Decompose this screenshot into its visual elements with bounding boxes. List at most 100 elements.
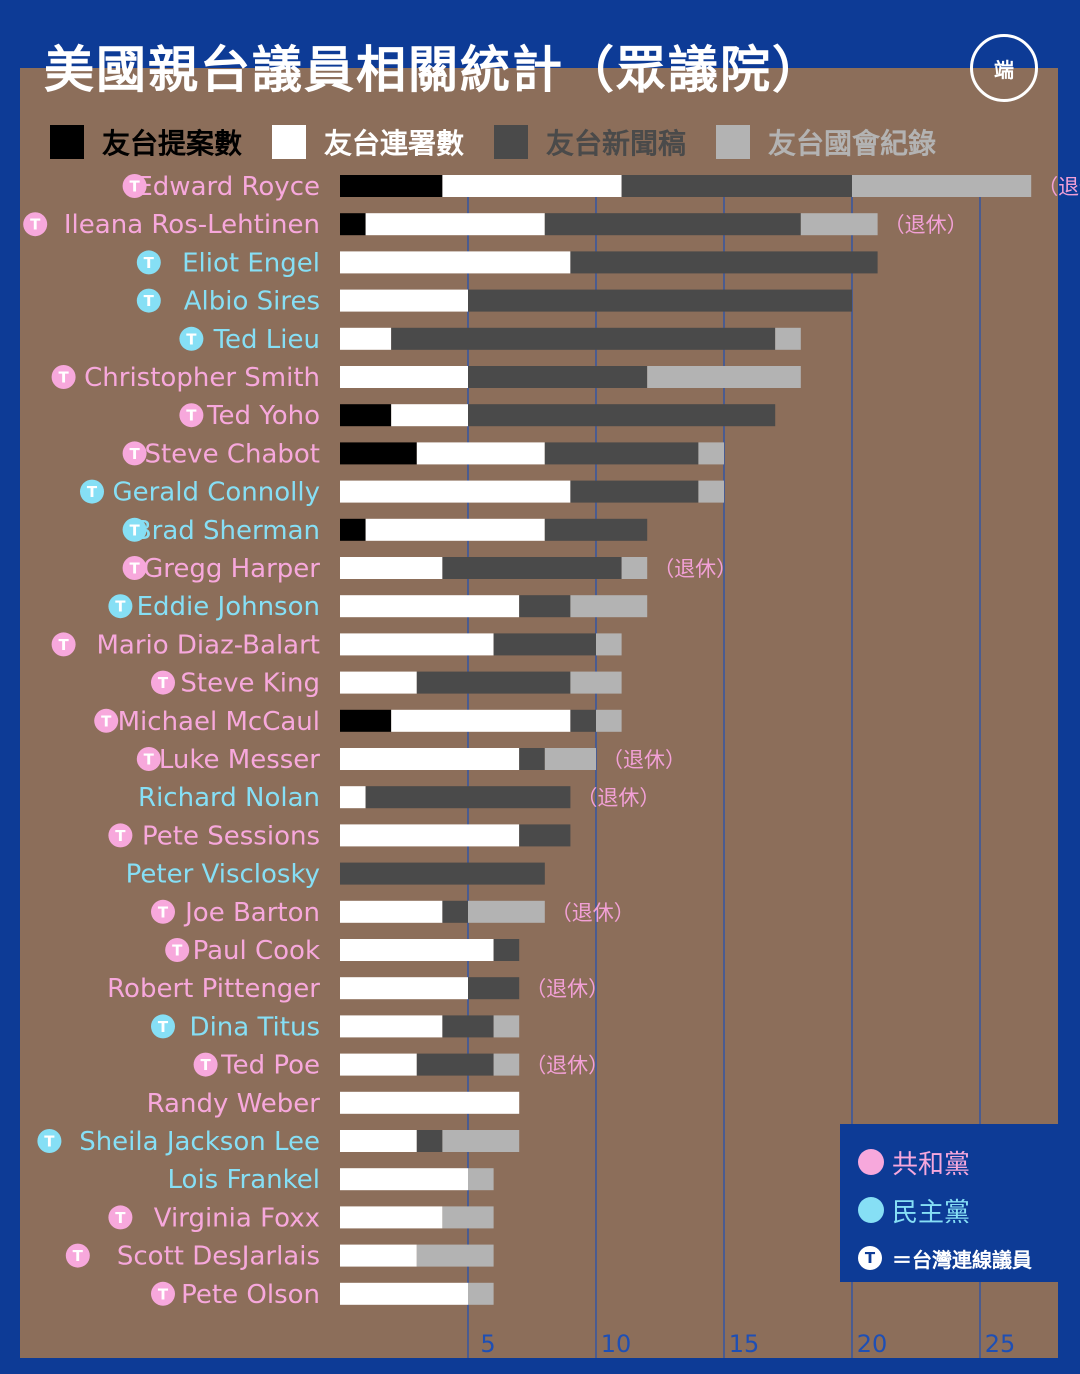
bar-segment-cosponsor	[340, 1015, 443, 1038]
bar-segment-cosponsor	[340, 633, 494, 656]
bar-row: Ted Poe T （退休）	[193, 1051, 609, 1081]
caucus-badge-letter: T	[129, 521, 140, 539]
bar-segment-press	[442, 900, 468, 923]
caucus-badge-icon	[80, 479, 104, 504]
bar-segment-cosponsor	[340, 327, 392, 350]
bar-segment-press	[519, 748, 545, 770]
bar-segment-proposals	[340, 709, 392, 732]
x-tick-label: 25	[985, 1330, 1016, 1358]
caucus-badge-icon	[94, 708, 119, 733]
retired-note: （退休）	[653, 557, 737, 581]
caucus-badge-letter: T	[158, 1285, 169, 1303]
bar-segment-cosponsor	[340, 786, 366, 809]
caucus-badge-icon	[108, 823, 133, 848]
caucus-badge-letter: T	[186, 330, 197, 348]
retired-note: （退休）	[576, 786, 660, 810]
bar-segment-record	[468, 1282, 494, 1305]
member-name: Pete Sessions	[142, 821, 320, 851]
bar-segment-proposals	[340, 175, 443, 197]
caucus-badge-letter: T	[87, 483, 98, 501]
retired-note: （退休）	[551, 901, 635, 925]
bar-segment-press	[416, 671, 571, 694]
bar-segment-cosponsor	[391, 404, 468, 427]
bar-segment-record	[621, 557, 648, 579]
caucus-badge-icon	[37, 1129, 62, 1153]
bar-segment-record	[698, 480, 724, 503]
caucus-badge-icon	[151, 670, 175, 695]
republican-dot-icon	[858, 1149, 884, 1175]
retired-note: （退休）	[602, 748, 686, 772]
member-name: Christopher Smith	[84, 363, 320, 393]
caucus-badge-icon	[108, 1205, 133, 1230]
caucus-badge-letter: T	[58, 636, 69, 654]
bar-segment-press	[519, 824, 571, 847]
caucus-badge-icon	[179, 403, 204, 428]
publisher-logo: 端	[970, 34, 1038, 102]
caucus-badge-letter: T	[144, 292, 155, 310]
bar-segment-cosponsor	[340, 289, 468, 312]
bar-segment-press	[468, 977, 520, 1000]
bar-row: Lois Frankel	[168, 1165, 494, 1195]
legend-label-press: 友台新聞稿	[546, 127, 687, 160]
bar-row: Ted Lieu T	[179, 325, 801, 355]
caucus-badge-icon	[51, 632, 76, 657]
party-legend-caucus: T ＝台灣連線議員	[858, 1234, 1058, 1282]
bar-segment-proposals	[340, 213, 366, 236]
member-name: Robert Pittenger	[107, 974, 320, 1004]
caucus-badge-letter: T	[158, 674, 169, 692]
bar-segment-record	[468, 1168, 494, 1191]
caucus-badge-icon	[122, 441, 147, 466]
party-legend-republican: 共和黨	[858, 1138, 1058, 1186]
bar-segment-press	[570, 480, 699, 503]
bar-row: Randy Weber	[147, 1089, 520, 1119]
bar-segment-record	[442, 1206, 494, 1229]
party-legend-democrat: 民主黨	[858, 1186, 1058, 1234]
bar-segment-press	[519, 595, 571, 618]
bar-segment-press	[391, 327, 776, 350]
bar-row: Gerald Connolly T	[80, 478, 724, 508]
bar-segment-press	[416, 1130, 443, 1152]
bar-row: Joe Barton T （退休）	[151, 898, 635, 928]
bar-segment-press	[468, 289, 852, 312]
bar-segment-cosponsor	[340, 1244, 417, 1267]
bar-segment-record	[647, 366, 801, 388]
bar-segment-press	[416, 1053, 494, 1076]
bar-row: Scott DesJarlais T	[65, 1242, 494, 1272]
series-legend: 友台提案數 友台連署數 友台新聞稿 友台國會紀錄	[50, 122, 966, 162]
caucus-badge-icon	[51, 365, 76, 389]
caucus-badge-letter: T	[58, 369, 69, 387]
legend-label-proposals: 友台提案數	[102, 127, 243, 160]
member-name: Joe Barton	[183, 898, 320, 928]
caucus-badge-icon	[179, 326, 204, 351]
bar-row: Christopher Smith T	[51, 363, 801, 393]
x-tick-label: 10	[601, 1330, 632, 1358]
bar-segment-proposals	[340, 442, 417, 465]
retired-note: （退休）	[1037, 175, 1080, 199]
bar-row: Michael McCaul T	[94, 707, 622, 737]
caucus-badge-letter: T	[158, 1018, 169, 1036]
legend-swatch-press	[494, 125, 529, 159]
legend-label-record: 友台國會紀錄	[768, 127, 937, 160]
legend-swatch-cosponsor	[272, 125, 307, 159]
bar-segment-press	[544, 518, 648, 541]
bar-segment-cosponsor	[340, 977, 468, 1000]
party-label-republican: 共和黨	[892, 1149, 971, 1180]
bar-segment-press	[365, 786, 571, 809]
bar-segment-cosponsor	[340, 480, 571, 503]
bar-segment-press	[544, 213, 801, 236]
member-name: Ileana Ros-Lehtinen	[64, 210, 320, 240]
bar-segment-cosponsor	[391, 709, 571, 732]
caucus-badge-letter: T	[115, 598, 126, 616]
member-name: Brad Sherman	[134, 516, 320, 546]
retired-note: （退休）	[525, 977, 609, 1001]
bar-segment-cosponsor	[340, 251, 571, 274]
bar-segment-record	[493, 1053, 520, 1076]
bar-row: Virginia Foxx T	[108, 1203, 494, 1233]
member-name: Pete Olson	[181, 1280, 320, 1310]
bar-row: Richard Nolan （退休）	[138, 783, 660, 813]
bar-segment-press	[442, 557, 622, 579]
caucus-badge-icon	[136, 747, 161, 771]
